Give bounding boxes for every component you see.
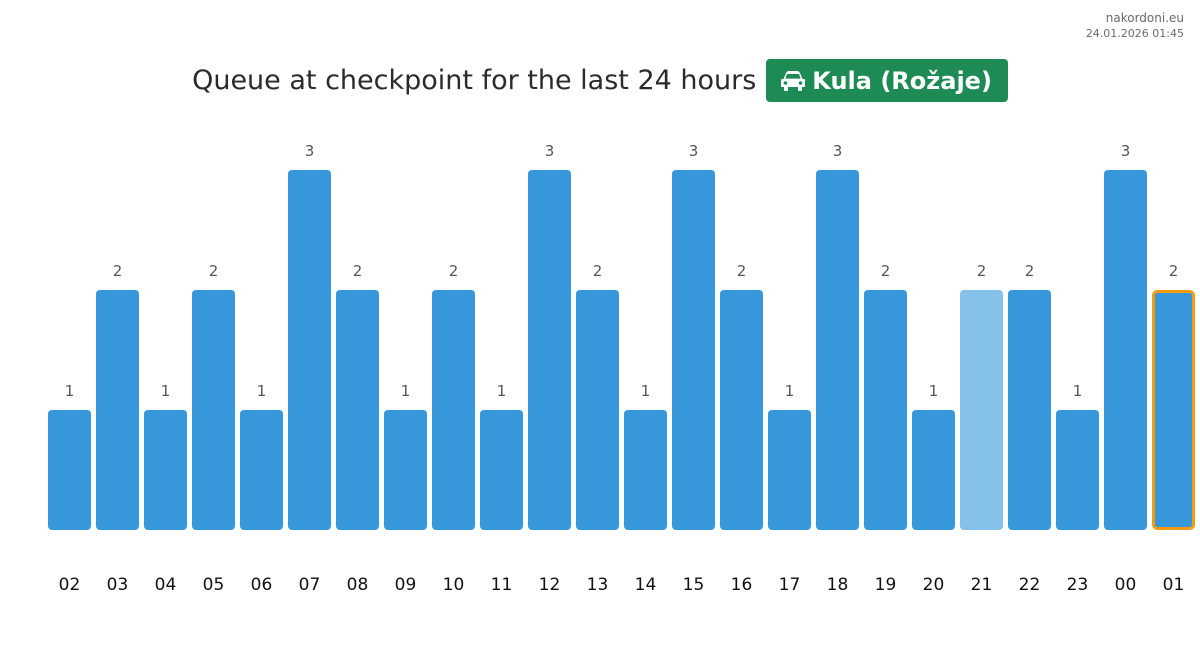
bar-18: [816, 170, 859, 530]
bar-04: [144, 410, 187, 530]
value-label-20: 1: [929, 382, 939, 400]
value-labels-group: 1 2 1 2 1 3 2 1 2 1 3 2 1 3 2 1 3 2 1 2 2 1 3 2: [65, 142, 1179, 400]
value-label-06: 1: [257, 382, 267, 400]
tick-label-08: 08: [347, 575, 369, 595]
value-label-08: 2: [353, 262, 363, 280]
tick-label-10: 10: [443, 575, 465, 595]
bar-23: [1056, 410, 1099, 530]
tick-label-19: 19: [875, 575, 897, 595]
value-label-04: 1: [161, 382, 171, 400]
timestamp: 24.01.2026 01:45: [1085, 27, 1184, 40]
tick-label-02: 02: [59, 575, 81, 595]
bar-09: [384, 410, 427, 530]
value-label-12: 3: [545, 142, 555, 160]
tick-label-06: 06: [251, 575, 273, 595]
value-label-23: 1: [1073, 382, 1083, 400]
bar-11: [480, 410, 523, 530]
bar-03: [96, 290, 139, 530]
bar-15: [672, 170, 715, 530]
value-label-05: 2: [209, 262, 219, 280]
tick-label-16: 16: [731, 575, 753, 595]
tick-label-00: 00: [1115, 575, 1137, 595]
bar-00: [1104, 170, 1147, 530]
brand-block: nakordoni.eu 24.01.2026 01:45: [1086, 10, 1184, 42]
bar-02: [48, 410, 91, 530]
checkpoint-badge: Kula (Rožaje): [766, 59, 1008, 102]
tick-label-21: 21: [971, 575, 993, 595]
bar-13: [576, 290, 619, 530]
tick-label-11: 11: [491, 575, 513, 595]
value-label-10: 2: [449, 262, 459, 280]
title-row: Queue at checkpoint for the last 24 hour…: [0, 59, 1200, 102]
bar-06: [240, 410, 283, 530]
tick-label-15: 15: [683, 575, 705, 595]
bar-01: [1152, 290, 1195, 530]
bar-14: [624, 410, 667, 530]
value-label-18: 3: [833, 142, 843, 160]
checkpoint-label: Kula (Rožaje): [812, 66, 992, 95]
value-label-19: 2: [881, 262, 891, 280]
tick-label-22: 22: [1019, 575, 1041, 595]
bar-16: [720, 290, 763, 530]
value-label-21: 2: [977, 262, 987, 280]
bar-20: [912, 410, 955, 530]
x-axis-ticks: 02 03 04 05 06 07 08 09 10 11 12 13 14 15 16 17 18 19 20 21…: [59, 575, 1185, 595]
value-label-15: 3: [689, 142, 699, 160]
tick-label-05: 05: [203, 575, 225, 595]
value-label-11: 1: [497, 382, 507, 400]
tick-label-09: 09: [395, 575, 417, 595]
tick-label-03: 03: [107, 575, 129, 595]
value-label-16: 2: [737, 262, 747, 280]
value-label-00: 3: [1121, 142, 1131, 160]
value-label-13: 2: [593, 262, 603, 280]
value-label-17: 1: [785, 382, 795, 400]
tick-label-04: 04: [155, 575, 177, 595]
site-name: nakordoni.eu: [1105, 11, 1184, 25]
car-icon: [780, 70, 806, 92]
page-title: Queue at checkpoint for the last 24 hour…: [192, 65, 757, 96]
bar-22: [1008, 290, 1051, 530]
tick-label-07: 07: [299, 575, 321, 595]
value-label-09: 1: [401, 382, 411, 400]
value-label-14: 1: [641, 382, 651, 400]
bar-10: [432, 290, 475, 530]
tick-label-14: 14: [635, 575, 657, 595]
value-label-01: 2: [1169, 262, 1179, 280]
tick-label-18: 18: [827, 575, 849, 595]
bar-17: [768, 410, 811, 530]
bar-19: [864, 290, 907, 530]
value-label-02: 1: [65, 382, 75, 400]
bar-12: [528, 170, 571, 530]
bar-21: [960, 290, 1003, 530]
value-label-07: 3: [305, 142, 315, 160]
tick-label-01: 01: [1163, 575, 1185, 595]
bar-08: [336, 290, 379, 530]
tick-label-23: 23: [1067, 575, 1089, 595]
tick-label-17: 17: [779, 575, 801, 595]
bar-05: [192, 290, 235, 530]
bar-07: [288, 170, 331, 530]
tick-label-13: 13: [587, 575, 609, 595]
tick-label-20: 20: [923, 575, 945, 595]
tick-label-12: 12: [539, 575, 561, 595]
bars-group: [48, 170, 1195, 530]
value-label-22: 2: [1025, 262, 1035, 280]
value-label-03: 2: [113, 262, 123, 280]
